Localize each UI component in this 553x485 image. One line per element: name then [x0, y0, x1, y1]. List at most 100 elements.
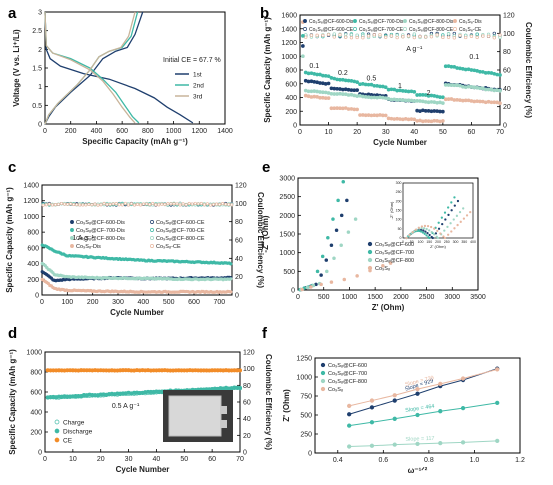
inset-y-tick-label: 100 [396, 218, 402, 222]
capacity-point [301, 54, 305, 59]
legend-label: Co₉S₈-Dis [459, 19, 482, 25]
legend-label: Co₉S₈@CF-700-Dis [76, 228, 125, 234]
inset-point [418, 229, 421, 233]
eis-point [336, 198, 340, 203]
ce-point [208, 203, 213, 207]
inset-point [444, 218, 447, 221]
capacity-point [463, 85, 468, 90]
ce-point [44, 203, 48, 207]
ce-point [492, 36, 496, 40]
ce-point [81, 203, 85, 207]
data-point [392, 416, 397, 421]
ce-point [117, 203, 121, 207]
legend-label: Co₉S₈@CF-700-CE [359, 27, 404, 33]
capacity-point [438, 119, 442, 124]
legend-label: CE [63, 438, 73, 445]
capacity-point [483, 100, 488, 105]
data-point [392, 442, 397, 447]
eis-point [353, 217, 358, 221]
x-tick-label: 1000 [342, 294, 358, 301]
x-tick-label: 0 [298, 129, 302, 136]
data-point [347, 403, 352, 409]
inset-point [429, 225, 433, 229]
capacity-point [366, 95, 371, 99]
inset-x-tick-label: 0 [402, 240, 404, 244]
y-tick-label: 1000 [281, 54, 297, 61]
inset-point [425, 234, 428, 237]
ce-point [129, 202, 133, 206]
x-tick-label: 2500 [419, 294, 435, 301]
y-axis-label: Specific Capacity (mAh g⁻¹) [263, 17, 272, 123]
y-tick-label: 800 [27, 230, 39, 237]
legend-marker [70, 236, 74, 240]
ce-point [435, 33, 439, 37]
inset-x-tick-label: 200 [435, 240, 441, 244]
inset-point [434, 232, 438, 235]
capacity-point [338, 87, 342, 91]
inset-point [433, 227, 436, 230]
ce-point [481, 34, 485, 38]
y-tick-label: 3 [38, 10, 42, 17]
capacity-point [341, 77, 345, 82]
legend-marker [150, 228, 154, 232]
x-tick-label: 40 [153, 456, 161, 463]
x-tick-label: 10 [325, 129, 333, 136]
capacity-point [343, 87, 348, 92]
inset-point [437, 221, 440, 224]
eis-point [332, 256, 336, 261]
ce-point [193, 201, 197, 205]
capacity-point [435, 100, 439, 105]
panel-label: d [8, 325, 17, 342]
ce-point [446, 35, 451, 39]
capacity-point [355, 80, 359, 84]
eis-point [342, 277, 347, 282]
data-point [347, 423, 352, 428]
inset-point [462, 207, 465, 210]
x-tick-label: 1400 [217, 128, 233, 135]
inset-y-tick-label: 50 [398, 227, 402, 231]
x-tick-label: 100 [61, 299, 73, 306]
y-axis-label: Specific Capacity (mAh g⁻¹) [8, 349, 17, 455]
eis-point [346, 230, 351, 234]
y2-tick-label: 40 [235, 256, 243, 263]
legend-marker [320, 386, 326, 392]
panel-label: f [262, 325, 268, 342]
legend-label: Co₉S₈@CF-800-CE [409, 27, 454, 33]
inset-point [443, 211, 447, 214]
inset-point [450, 201, 453, 204]
data-point [438, 381, 443, 386]
capacity-point [229, 277, 233, 281]
y-tick-label: 1000 [296, 375, 312, 382]
y-tick-label: 200 [27, 277, 39, 284]
inset-x-tick-label: 150 [426, 240, 432, 244]
capacity-point [458, 66, 462, 71]
legend-label: Co₉S₈@CF-700-Dis [359, 19, 404, 25]
capacity-point [498, 101, 502, 106]
y-tick-label: 200 [30, 430, 42, 437]
rate-label: 0.1 [309, 63, 319, 70]
inset-y-tick-label: 200 [396, 199, 402, 203]
eis-point [345, 198, 349, 203]
legend-label: Co₉S₈@CF-700-CE [156, 228, 205, 234]
data-point [495, 400, 500, 405]
x-tick-label: 1.0 [470, 457, 480, 464]
capacity-point [355, 107, 359, 112]
capacity-point [326, 96, 331, 101]
ce-point [190, 202, 194, 206]
capacity-point [469, 99, 474, 103]
capacity-point [455, 83, 459, 88]
ce-point [56, 202, 61, 206]
capacity-point [352, 93, 357, 98]
legend-marker [303, 27, 307, 31]
ce-point [355, 35, 359, 40]
inset-point [408, 233, 411, 237]
ce-point [326, 32, 331, 37]
x-tick-label: 0.4 [333, 457, 343, 464]
inset-point [424, 230, 427, 233]
y-tick-label: 2 [38, 47, 42, 54]
capacity-point [323, 90, 328, 95]
legend-marker [70, 220, 74, 224]
capacity-point [309, 79, 314, 84]
ce-point [389, 34, 394, 38]
ce-point [157, 203, 161, 207]
